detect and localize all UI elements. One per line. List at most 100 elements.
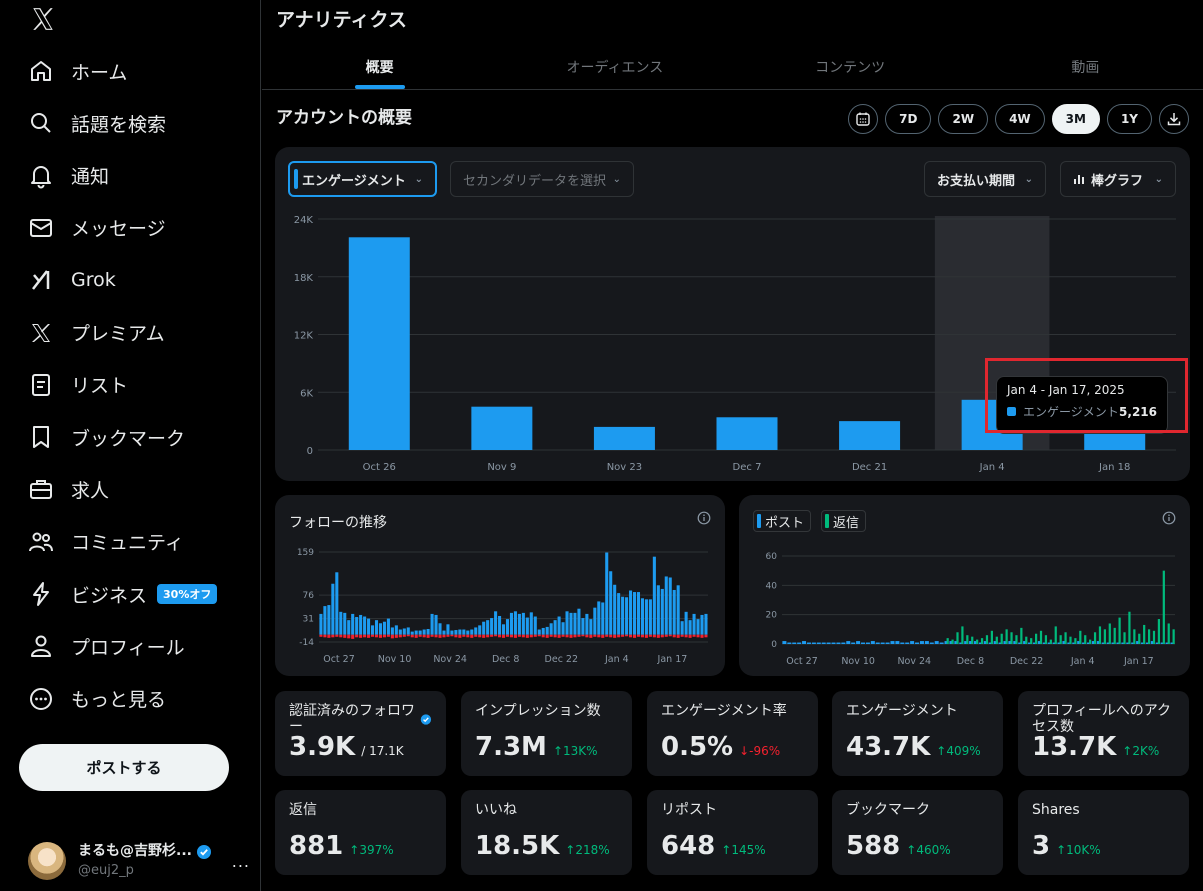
x-logo-icon[interactable] — [30, 6, 56, 32]
period-1y-button[interactable]: 1Y — [1106, 104, 1152, 134]
bar — [355, 617, 359, 635]
bar — [545, 634, 549, 638]
nav-item-bell[interactable]: 通知 — [28, 156, 109, 196]
bar — [1118, 617, 1121, 644]
nav-item-bookmark[interactable]: ブックマーク — [28, 417, 185, 457]
follow-trend-chart[interactable]: -14 31 76 159 Oct 27 Nov 10 Nov 24 Dec 8 Dec 22 J… — [275, 495, 725, 676]
bar — [386, 618, 390, 635]
nav-item-grok[interactable]: Grok — [28, 260, 116, 300]
bar — [1131, 642, 1136, 644]
x-tick-label: Jan 17 — [657, 654, 688, 665]
bar — [861, 642, 866, 644]
period-3m-button[interactable]: 3M — [1051, 104, 1100, 134]
bar — [569, 612, 573, 635]
period-4w-button[interactable]: 4W — [995, 104, 1045, 134]
bar — [549, 634, 553, 637]
bar — [929, 642, 934, 644]
nav-item-person[interactable]: プロフィール — [28, 626, 185, 666]
bar — [521, 612, 525, 635]
x-tick-label: Jan 4 — [979, 462, 1005, 473]
bar — [1069, 636, 1072, 644]
bar — [821, 642, 826, 644]
bar — [613, 584, 617, 635]
nav-label: ホーム — [71, 61, 128, 84]
nav-item-briefcase[interactable]: 求人 — [28, 469, 109, 509]
bar — [1008, 641, 1013, 644]
metric-change: ↑145% — [721, 843, 766, 857]
bar — [672, 634, 676, 638]
legend-posts[interactable]: ポスト — [753, 510, 812, 532]
posts-replies-card: ポスト 返信 0 20 40 60 Oct 27 Nov 10 Nov 24 Dec 8 Dec… — [739, 495, 1190, 676]
bar — [426, 628, 430, 635]
bar — [363, 616, 367, 635]
bar — [1018, 642, 1023, 644]
period-2w-button[interactable]: 2W — [938, 104, 989, 134]
x-tick-label: Jan 18 — [1098, 462, 1130, 473]
tab-content[interactable]: コンテンツ — [815, 59, 886, 76]
bar — [954, 641, 959, 644]
bar — [494, 611, 498, 635]
metric-select[interactable]: エンゲージメント ⌄ — [288, 161, 437, 197]
bar — [1003, 641, 1008, 644]
secondary-data-select[interactable]: セカンダリデータを選択 ⌄ — [450, 161, 634, 197]
nav-item-people[interactable]: コミュニティ — [28, 522, 184, 562]
nav-item-list[interactable]: リスト — [28, 365, 128, 405]
bar — [971, 636, 974, 644]
legend-replies[interactable]: 返信 — [821, 510, 867, 532]
calendar-icon — [856, 112, 870, 126]
bar — [988, 642, 993, 644]
chart-type-select[interactable]: 棒グラフ ⌄ — [1060, 161, 1176, 197]
bar — [664, 576, 668, 635]
posts-replies-chart[interactable]: 0 20 40 60 Oct 27 Nov 10 Nov 24 Dec 8 Dec 22 Jan … — [739, 495, 1190, 676]
bar — [993, 641, 998, 644]
calendar-button[interactable] — [848, 104, 879, 134]
bar — [501, 624, 506, 635]
engagement-bar-chart[interactable]: 0 6K 12K 18K 24K Oct 26 Nov 9 Nov 23 Dec 7 Dec 21… — [275, 207, 1190, 477]
bar — [589, 619, 593, 635]
bar — [1101, 642, 1106, 644]
bar — [605, 552, 609, 635]
metric-total: / 17.1K — [361, 744, 404, 758]
nav-item-lightning[interactable]: ビジネス 30%オフ — [28, 574, 218, 614]
more-dots-icon[interactable]: ... — [231, 851, 250, 871]
bar — [402, 628, 406, 635]
bar — [545, 626, 549, 635]
metric-card: インプレッション数 7.3M ↑13K% — [461, 691, 632, 776]
bar — [533, 616, 537, 635]
info-icon[interactable] — [697, 511, 711, 525]
post-button[interactable]: ポストする — [19, 744, 229, 791]
bar — [1062, 641, 1067, 644]
nav-item-home[interactable]: ホーム — [28, 51, 127, 91]
bar — [569, 634, 573, 638]
bar — [525, 634, 529, 638]
bar — [418, 630, 422, 635]
bar — [343, 634, 347, 638]
home-icon — [28, 58, 54, 84]
period-7d-button[interactable]: 7D — [885, 104, 932, 134]
bar — [1126, 642, 1131, 644]
bar — [450, 634, 454, 637]
metric-card: 返信 881 ↑397% — [275, 790, 446, 875]
tab-overview[interactable]: 概要 — [262, 44, 497, 89]
bar — [1157, 619, 1161, 644]
nav-item-envelope[interactable]: メッセージ — [28, 208, 166, 248]
tab-audience[interactable]: オーディエンス — [566, 59, 664, 76]
bar — [1020, 627, 1023, 644]
bar — [446, 634, 450, 637]
metric-card: エンゲージメント 43.7K ↑409% — [832, 691, 1003, 776]
metric-change: ↑13K% — [552, 744, 598, 758]
account-name: まるも@吉野杉... — [78, 843, 192, 859]
bar — [509, 634, 513, 638]
bar — [482, 634, 486, 638]
bookmark-icon — [28, 424, 54, 450]
nav-item-search[interactable]: 話題を検索 — [28, 103, 166, 143]
nav-item-more-circle[interactable]: もっと見る — [28, 679, 166, 719]
info-icon[interactable] — [1162, 511, 1176, 525]
nav-item-x-logo[interactable]: プレミアム — [28, 313, 165, 353]
bar — [839, 421, 901, 450]
tab-video[interactable]: 動画 — [1071, 59, 1100, 76]
bar — [797, 642, 802, 644]
payment-period-select[interactable]: お支払い期間 ⌄ — [924, 161, 1046, 197]
account-switcher[interactable]: まるも@吉野杉... @euj2_p ... — [28, 838, 250, 884]
download-button[interactable] — [1159, 104, 1189, 134]
